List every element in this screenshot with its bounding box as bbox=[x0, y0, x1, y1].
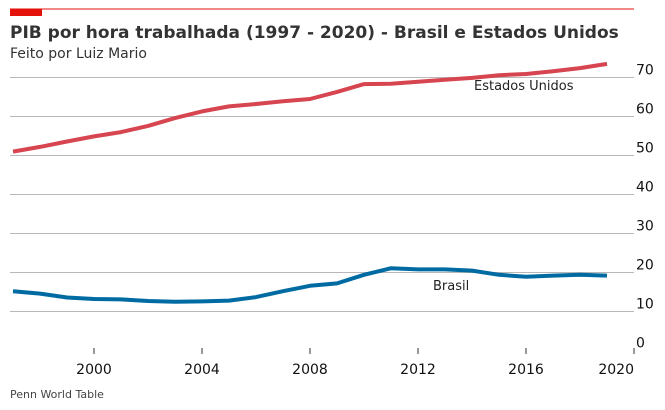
x-tick-label-2000: 2000 bbox=[76, 362, 112, 378]
y-tick-label-40: 40 bbox=[636, 180, 654, 196]
y-tick-label-10: 10 bbox=[636, 297, 654, 313]
y-tick-label-70: 70 bbox=[636, 63, 654, 79]
grid bbox=[10, 77, 634, 312]
x-axis-labels: 2000 2004 2008 2012 2016 2020 bbox=[76, 348, 635, 378]
x-tick-label-2012: 2012 bbox=[400, 362, 436, 378]
y-tick-label-60: 60 bbox=[636, 102, 654, 118]
chart-title: PIB por hora trabalhada (1997 - 2020) - … bbox=[10, 23, 619, 43]
series-label-estados-unidos: Estados Unidos bbox=[474, 79, 574, 94]
y-axis-labels: 0 10 20 30 40 50 60 70 bbox=[636, 63, 654, 352]
accent-bar bbox=[10, 9, 42, 16]
y-tick-label-0: 0 bbox=[636, 336, 645, 352]
series-lines bbox=[12, 61, 608, 304]
series-line-estados-unidos bbox=[12, 61, 608, 154]
x-tick-label-2020: 2020 bbox=[598, 362, 634, 378]
x-tick-label-2008: 2008 bbox=[292, 362, 328, 378]
series-line-brasil bbox=[12, 266, 608, 304]
y-tick-label-50: 50 bbox=[636, 141, 654, 157]
x-tick-label-2004: 2004 bbox=[184, 362, 220, 378]
y-tick-label-20: 20 bbox=[636, 258, 654, 274]
x-tick-label-2016: 2016 bbox=[508, 362, 544, 378]
chart-subtitle: Feito por Luiz Mario bbox=[10, 46, 147, 62]
source-note: Penn World Table bbox=[10, 388, 104, 401]
series-label-brasil: Brasil bbox=[433, 279, 469, 294]
y-tick-label-30: 30 bbox=[636, 219, 654, 235]
